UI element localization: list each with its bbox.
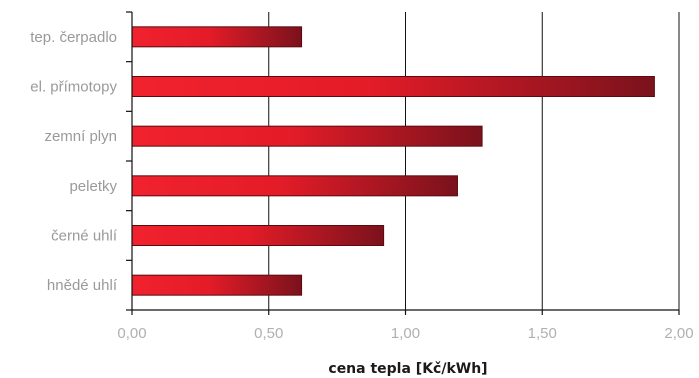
category-label: peletky xyxy=(69,178,117,195)
x-tick-label: 1,50 xyxy=(528,325,557,342)
category-label: zemní plyn xyxy=(44,128,117,145)
bar xyxy=(131,225,385,246)
bar xyxy=(131,26,303,48)
category-label: tep. čerpadlo xyxy=(30,29,117,46)
x-axis-title: cena tepla [Kč/kWh] xyxy=(328,361,487,377)
x-tick-label: 0,00 xyxy=(117,325,146,342)
category-label: el. přímotopy xyxy=(30,79,117,96)
bar xyxy=(131,175,458,197)
bar xyxy=(131,76,655,97)
x-tick-label: 2,00 xyxy=(664,325,693,342)
x-tick-label: 1,00 xyxy=(391,325,420,342)
axes xyxy=(126,11,680,315)
bar xyxy=(131,274,303,296)
x-tick-label: 0,50 xyxy=(254,325,283,342)
category-label: hnědé uhlí xyxy=(47,277,118,294)
bars xyxy=(131,26,655,296)
category-label: černé uhlí xyxy=(51,228,118,245)
labels: 0,00 0,50 1,00 1,50 2,00 tep. čerpadlo el. pří… xyxy=(30,29,693,342)
bar xyxy=(131,125,483,147)
gridlines xyxy=(268,12,680,310)
